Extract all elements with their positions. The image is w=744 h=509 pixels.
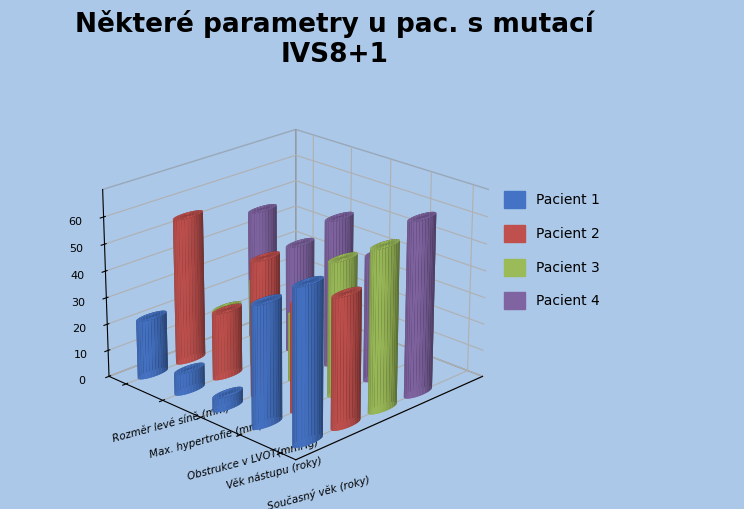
Text: Některé parametry u pac. s mutací
IVS8+1: Některé parametry u pac. s mutací IVS8+1	[75, 10, 594, 68]
Legend: Pacient 1, Pacient 2, Pacient 3, Pacient 4: Pacient 1, Pacient 2, Pacient 3, Pacient…	[498, 186, 606, 315]
